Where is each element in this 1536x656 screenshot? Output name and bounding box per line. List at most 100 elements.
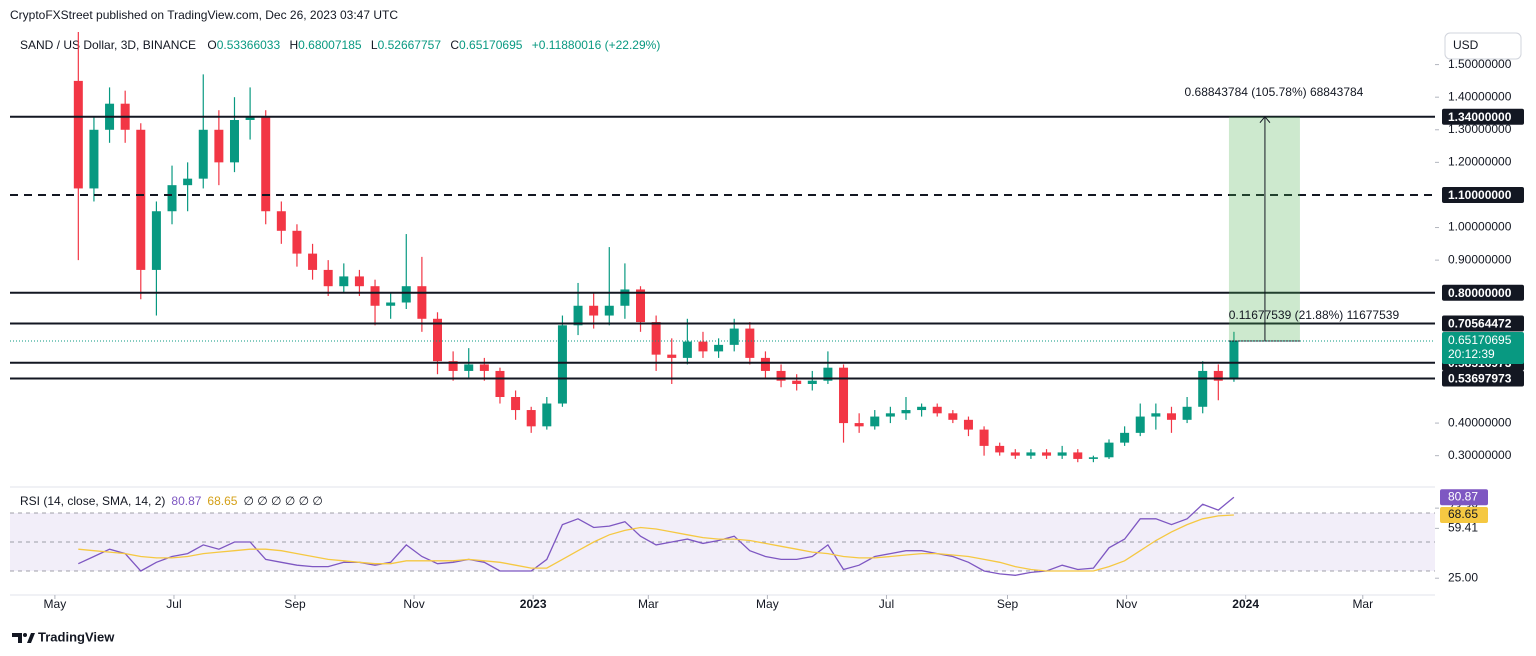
level-label-box	[1442, 315, 1524, 332]
candle-body	[870, 416, 880, 427]
x-tick-label: Nov	[403, 597, 424, 611]
candle-body	[1182, 406, 1192, 420]
candle-body	[495, 370, 505, 398]
sma-value-box	[1440, 506, 1488, 523]
candle-body	[979, 429, 989, 446]
candle-body	[198, 129, 208, 179]
x-tick-label: Sep	[997, 597, 1019, 611]
candle-body	[854, 423, 864, 427]
x-tick-label: Mar	[1352, 597, 1373, 611]
candle-body	[1135, 416, 1145, 433]
projection-note: 0.68843784 (105.78%) 68843784	[1185, 85, 1364, 99]
rsi-tick-label: 25.00	[1448, 570, 1478, 584]
ohlc-key: C	[450, 38, 459, 52]
footer-brand: TradingView	[38, 629, 115, 644]
rsi-line	[78, 496, 1235, 576]
ohlc-value: 0.68007185	[298, 38, 362, 52]
level-label: 0.53697973	[1448, 372, 1512, 386]
ohlc-value: 0.52667757	[378, 38, 442, 52]
y-tick-label: 1.40000000	[1448, 89, 1512, 103]
y-tick-label: 1.00000000	[1448, 220, 1512, 234]
candle-body	[1088, 457, 1098, 459]
candle-body	[823, 367, 833, 381]
y-tick-label: 0.40000000	[1448, 415, 1512, 429]
y-tick-label: 1.30000000	[1448, 122, 1512, 136]
x-tick-label: Nov	[1116, 597, 1137, 611]
y-tick-label: 1.20000000	[1448, 155, 1512, 169]
candle-body	[1120, 432, 1130, 443]
candle-body	[464, 364, 474, 371]
candle-body	[589, 305, 599, 316]
candle-body	[667, 354, 677, 358]
price-pane	[73, 32, 1239, 463]
candle-body	[698, 341, 708, 352]
projection-note: 0.11677539 (21.88%) 11677539	[1229, 308, 1400, 322]
ohlc-key: H	[289, 38, 298, 52]
rsi-legend: RSI (14, close, SMA, 14, 2) 80.87 68.65 ∅ ∅…	[20, 494, 323, 508]
candle-body	[932, 406, 942, 414]
candle-body	[885, 413, 895, 417]
candle-body	[1042, 452, 1052, 456]
currency-label[interactable]: USD	[1453, 38, 1479, 52]
candle-body	[479, 364, 489, 371]
candle-body	[901, 410, 911, 414]
level-label-box	[1442, 108, 1524, 125]
candle-body	[151, 211, 161, 270]
candle-body	[1151, 413, 1161, 417]
candle-body	[433, 318, 442, 362]
candle-body	[229, 119, 239, 163]
x-tick-label: Jul	[166, 597, 181, 611]
candle-body	[839, 367, 849, 424]
candle-body	[745, 328, 755, 358]
rsi-value: 80.87	[171, 494, 201, 508]
candle-body	[1213, 370, 1223, 381]
level-label: 1.34000000	[1448, 110, 1512, 124]
rsi-title: RSI (14, close, SMA, 14, 2)	[20, 494, 165, 508]
rsi-tick-label: 59.41	[1448, 521, 1478, 535]
candle-body	[167, 185, 177, 212]
candle-body	[245, 116, 255, 120]
published-note: CryptoFXStreet published on TradingView.…	[10, 8, 398, 22]
candle-body	[214, 129, 224, 163]
rsi-line	[78, 514, 1234, 572]
candle-body	[682, 341, 692, 358]
x-tick-label: Mar	[638, 597, 659, 611]
candle-body	[604, 305, 614, 316]
candle-body	[776, 370, 786, 381]
level-label-box	[1442, 370, 1524, 387]
level-label: 0.70564472	[1448, 317, 1512, 331]
candle-body	[1010, 452, 1020, 456]
candle-body	[557, 325, 567, 404]
symbol-legend: SAND / US Dollar, 3D, BINANCE O0.5336603…	[20, 38, 660, 52]
candle-body	[339, 276, 349, 287]
projection-arrowhead	[1259, 115, 1271, 124]
candle-body	[370, 286, 380, 306]
rsi-nulls: ∅ ∅ ∅ ∅ ∅ ∅	[243, 494, 322, 508]
level-label-box	[1442, 284, 1524, 301]
footer-logo	[12, 633, 35, 643]
candle-body	[308, 253, 318, 270]
candle-body	[292, 230, 302, 254]
sma-value: 68.65	[207, 494, 237, 508]
candle-body	[917, 406, 927, 411]
candle-body	[760, 357, 770, 371]
candle-body	[386, 302, 396, 306]
y-tick-label: 0.90000000	[1448, 252, 1512, 266]
level-label: 1.10000000	[1448, 188, 1512, 202]
candle-body	[792, 380, 802, 384]
sma-value-label: 68.65	[1448, 507, 1478, 521]
currency-button[interactable]	[1444, 32, 1522, 60]
candle-body	[1166, 413, 1176, 420]
ohlc-value: 0.65170695	[459, 38, 523, 52]
ohlc-key: L	[371, 38, 378, 52]
change: +0.11880016 (+22.29%)	[532, 38, 661, 52]
x-tick-label: 2023	[520, 597, 547, 611]
y-tick-label: 1.50000000	[1448, 57, 1512, 71]
countdown: 20:12:39	[1448, 347, 1495, 361]
candle-body	[542, 403, 552, 427]
candle-body	[276, 211, 286, 231]
candle-body	[73, 80, 83, 189]
